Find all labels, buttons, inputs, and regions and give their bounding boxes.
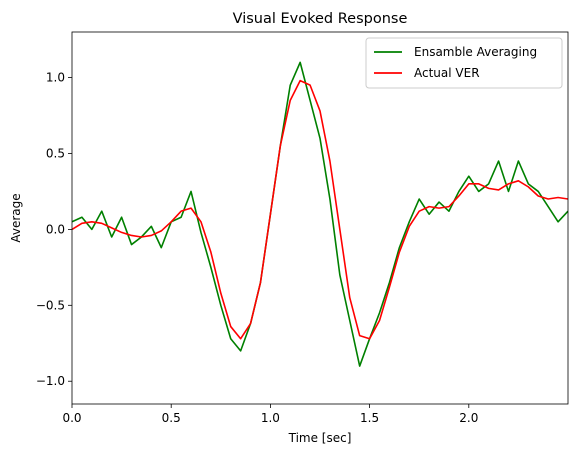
y-tick-label: 0.0 xyxy=(46,222,65,236)
legend-box xyxy=(365,37,563,89)
series-layer xyxy=(72,61,568,367)
y-tick-label: 0.5 xyxy=(46,146,65,160)
x-tick-label: 1.0 xyxy=(261,411,280,425)
x-axis: 0.0 0.5 1.0 1.5 2.0 xyxy=(62,404,478,425)
axes-frame xyxy=(71,31,569,405)
legend-label-ensamble-averaging: Ensamble Averaging xyxy=(414,45,537,59)
x-tick-label: 1.5 xyxy=(360,411,379,425)
chart-title: Visual Evoked Response xyxy=(233,11,408,27)
plot-area xyxy=(71,31,569,405)
x-axis-label: Time [sec] xyxy=(288,431,352,445)
y-axis: −1.0 −0.5 0.0 0.5 1.0 xyxy=(36,71,72,388)
x-tick-label: 2.0 xyxy=(459,411,478,425)
y-tick-label: 1.0 xyxy=(46,71,65,85)
legend-label-actual-ver: Actual VER xyxy=(414,66,480,80)
x-tick-label: 0.5 xyxy=(162,411,181,425)
y-tick-label: −1.0 xyxy=(36,374,65,388)
y-axis-label: Average xyxy=(9,193,23,242)
legend: Ensamble Averaging Actual VER xyxy=(365,37,563,89)
x-tick-label: 0.0 xyxy=(62,411,81,425)
series-line-actual-ver xyxy=(72,79,568,340)
y-tick-label: −0.5 xyxy=(36,298,65,312)
